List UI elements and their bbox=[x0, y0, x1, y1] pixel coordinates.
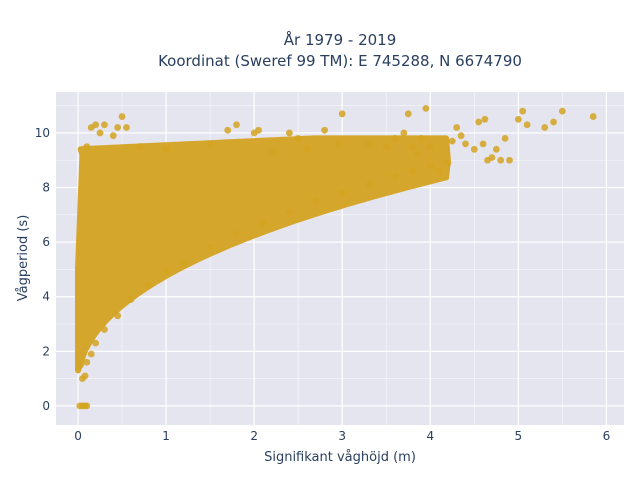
data-point bbox=[92, 121, 100, 129]
data-point bbox=[506, 156, 513, 164]
x-tick-label: 5 bbox=[515, 429, 523, 443]
data-point bbox=[462, 140, 469, 148]
chart-title-line-1: År 1979 - 2019 bbox=[284, 30, 397, 49]
x-tick-label: 0 bbox=[74, 429, 82, 443]
data-point bbox=[453, 124, 461, 131]
data-point bbox=[457, 132, 465, 140]
data-point bbox=[475, 118, 483, 126]
data-point bbox=[481, 115, 489, 123]
data-point bbox=[558, 107, 566, 115]
x-tick-label: 2 bbox=[250, 429, 258, 443]
data-point bbox=[365, 140, 373, 148]
data-point bbox=[294, 135, 302, 142]
data-point bbox=[444, 159, 452, 167]
data-point bbox=[338, 110, 346, 118]
data-point bbox=[145, 282, 152, 290]
data-point bbox=[426, 143, 434, 150]
data-point bbox=[422, 104, 430, 112]
data-point bbox=[409, 167, 417, 175]
data-point bbox=[404, 110, 412, 118]
data-point bbox=[83, 358, 91, 366]
data-point bbox=[413, 151, 421, 159]
data-point bbox=[162, 268, 170, 276]
data-point bbox=[162, 145, 170, 153]
data-point bbox=[233, 230, 240, 238]
data-point bbox=[479, 140, 487, 148]
data-point bbox=[123, 124, 130, 131]
x-tick-label: 6 bbox=[603, 429, 611, 443]
data-point bbox=[519, 107, 527, 115]
data-point bbox=[285, 129, 293, 137]
data-point bbox=[365, 181, 373, 189]
data-point bbox=[382, 143, 390, 150]
data-point bbox=[92, 339, 100, 347]
data-point bbox=[426, 162, 434, 170]
data-point bbox=[118, 113, 126, 120]
data-point bbox=[101, 121, 108, 129]
dense-point-cloud bbox=[75, 135, 451, 374]
data-point bbox=[96, 129, 104, 137]
data-point bbox=[312, 197, 320, 205]
data-point bbox=[109, 132, 117, 140]
data-point bbox=[400, 129, 408, 137]
data-point bbox=[114, 124, 122, 131]
data-point bbox=[418, 135, 425, 142]
y-tick-label: 6 bbox=[42, 235, 50, 249]
x-tick-label: 3 bbox=[338, 429, 346, 443]
data-point bbox=[541, 124, 549, 131]
point-cloud-area bbox=[75, 135, 451, 374]
data-point bbox=[321, 126, 328, 134]
data-point bbox=[435, 167, 443, 175]
data-point bbox=[514, 115, 522, 123]
data-point bbox=[492, 145, 500, 153]
data-point bbox=[391, 173, 399, 181]
x-tick-label: 1 bbox=[162, 429, 170, 443]
data-points bbox=[76, 104, 597, 410]
data-point bbox=[87, 350, 95, 358]
data-point bbox=[488, 154, 496, 161]
data-point bbox=[303, 145, 311, 153]
data-point bbox=[268, 148, 276, 156]
y-axis-ticks: 0 2 4 6 8 10 bbox=[35, 126, 50, 413]
data-point bbox=[409, 143, 417, 150]
data-point bbox=[285, 208, 293, 216]
data-point bbox=[470, 145, 478, 153]
data-point bbox=[338, 189, 346, 197]
y-axis-title: Vågperiod (s) bbox=[16, 215, 31, 302]
y-tick-label: 0 bbox=[42, 399, 50, 413]
data-point bbox=[127, 296, 135, 303]
data-point bbox=[589, 113, 597, 120]
x-tick-label: 4 bbox=[426, 429, 434, 443]
y-tick-label: 8 bbox=[42, 181, 50, 195]
data-point bbox=[206, 244, 214, 251]
x-axis-ticks: 0 1 2 3 4 5 6 bbox=[74, 429, 610, 443]
data-point bbox=[224, 126, 232, 134]
data-point bbox=[501, 135, 509, 142]
data-point bbox=[81, 372, 89, 380]
data-point bbox=[77, 361, 85, 369]
data-point bbox=[334, 140, 342, 148]
data-point bbox=[83, 402, 91, 410]
data-point bbox=[101, 326, 108, 333]
y-tick-label: 10 bbox=[35, 126, 50, 140]
data-point bbox=[259, 219, 267, 227]
data-point bbox=[114, 312, 122, 320]
y-tick-label: 4 bbox=[42, 290, 50, 304]
data-point bbox=[255, 126, 262, 134]
data-point bbox=[136, 143, 144, 150]
data-point bbox=[180, 260, 188, 268]
data-point bbox=[233, 121, 240, 129]
chart-title-line-2: Koordinat (Sweref 99 TM): E 745288, N 66… bbox=[158, 52, 522, 70]
y-tick-label: 2 bbox=[42, 344, 50, 358]
x-axis-title: Signifikant våghöjd (m) bbox=[264, 450, 416, 465]
data-point bbox=[391, 135, 399, 142]
data-point bbox=[523, 121, 531, 129]
data-point bbox=[83, 143, 91, 150]
data-point bbox=[448, 137, 456, 145]
data-point bbox=[550, 118, 557, 126]
data-point bbox=[497, 156, 505, 164]
data-point bbox=[206, 140, 214, 148]
